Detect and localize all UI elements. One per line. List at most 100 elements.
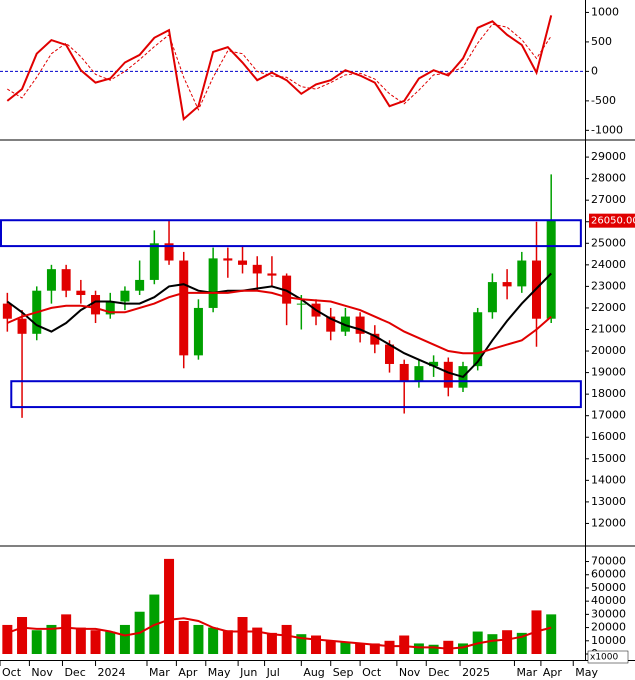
volume-bar <box>487 634 498 654</box>
candle-body <box>429 361 439 367</box>
volume-bar <box>399 635 410 654</box>
x-tick-label: Jun <box>239 666 257 679</box>
x-tick-label: 2025 <box>462 666 490 679</box>
candle-body <box>120 290 130 302</box>
last-price-label: 26050.00 <box>591 216 635 227</box>
x-tick-label: Apr <box>543 666 563 679</box>
candle-body <box>238 260 248 265</box>
price-zone <box>0 219 582 248</box>
candle-body <box>105 301 115 315</box>
x-tick-label: May <box>575 666 598 679</box>
x-tick-label: Oct <box>2 666 22 679</box>
y-tick-label: 12000 <box>591 516 626 529</box>
y-tick-label: 1000 <box>591 5 619 18</box>
volume-bar <box>296 634 307 654</box>
volume-bar <box>119 624 130 654</box>
last-price-box <box>589 213 635 228</box>
volume-bar <box>46 624 57 654</box>
price-zone <box>10 380 582 409</box>
y-tick-label: -1000 <box>591 123 623 136</box>
y-tick-label: 30000 <box>591 607 626 620</box>
x-tick-label: Mar <box>516 666 537 679</box>
y-tick-label: 20000 <box>591 621 626 634</box>
y-tick-label: 19000 <box>591 366 626 379</box>
x-tick-label: Dec <box>428 666 449 679</box>
x-tick-label: Aug <box>303 666 324 679</box>
volume-bar <box>2 624 13 654</box>
candle-body <box>208 258 218 308</box>
y-tick-label: 50000 <box>591 581 626 594</box>
y-tick-label: 60000 <box>591 568 626 581</box>
volume-bar <box>369 643 380 654</box>
y-tick-label: 25000 <box>591 236 626 249</box>
volume-bar <box>546 614 557 654</box>
x-tick-label: Nov <box>31 666 53 679</box>
y-tick-label: 28000 <box>591 172 626 185</box>
candle-body <box>546 220 556 319</box>
volume-bar <box>443 640 454 654</box>
y-tick-label: -500 <box>591 94 616 107</box>
candle-body <box>164 243 174 261</box>
candle-body <box>340 316 350 332</box>
volume-bar <box>178 620 189 654</box>
volume-bar <box>281 624 292 654</box>
candle-body <box>2 303 12 319</box>
candle-body <box>223 258 233 261</box>
y-tick-label: 13000 <box>591 495 626 508</box>
candle-body <box>252 264 262 274</box>
candle-body <box>179 260 189 356</box>
x-tick-label: Nov <box>399 666 421 679</box>
y-tick-label: 24000 <box>591 258 626 271</box>
candle-body <box>326 316 336 332</box>
x-tick-label: Apr <box>178 666 198 679</box>
series-line <box>6 15 553 122</box>
series-line <box>6 272 552 379</box>
candle-body <box>370 333 380 345</box>
candle-body <box>502 282 512 287</box>
candle-body <box>385 344 395 364</box>
unit-label-box <box>587 650 629 664</box>
y-tick-label: 0 <box>591 64 598 77</box>
y-tick-label: 10000 <box>591 634 626 647</box>
x-tick-label: Dec <box>64 666 85 679</box>
y-tick-label: 18000 <box>591 387 626 400</box>
volume-bar <box>325 640 336 654</box>
volume-bar <box>355 643 366 654</box>
volume-bar <box>90 630 101 654</box>
unit-label: x1000 <box>590 653 619 663</box>
x-tick-label: Oct <box>362 666 382 679</box>
volume-bar <box>413 643 424 654</box>
volume-bar <box>502 630 513 654</box>
volume-bar <box>384 640 395 654</box>
y-tick-label: 27000 <box>591 193 626 206</box>
y-tick-label: 21000 <box>591 322 626 335</box>
candle-body <box>517 260 527 287</box>
candle-body <box>149 243 159 280</box>
volume-bar <box>164 558 175 654</box>
volume-bar <box>340 642 351 654</box>
x-tick-label: 2024 <box>98 666 126 679</box>
volume-bar <box>193 624 204 654</box>
x-tick-label: May <box>208 666 231 679</box>
series-line <box>7 23 552 111</box>
volume-bar <box>266 632 277 654</box>
volume-bar <box>61 614 72 654</box>
candle-body <box>91 295 101 315</box>
candle-body <box>473 312 483 367</box>
y-tick-label: 40000 <box>591 594 626 607</box>
candle-body <box>267 273 277 276</box>
candle-body <box>443 361 453 388</box>
series-line <box>6 617 552 650</box>
y-tick-label: 14000 <box>591 473 626 486</box>
volume-bar <box>428 644 439 654</box>
volume-bar <box>252 627 263 654</box>
y-tick-label: 17000 <box>591 409 626 422</box>
candle-body <box>193 307 203 356</box>
y-tick-label: 22000 <box>591 301 626 314</box>
candle-body <box>355 316 365 334</box>
series-line <box>6 289 552 355</box>
candle-body <box>282 275 292 304</box>
x-tick-label: Jul <box>266 666 280 679</box>
volume-bar <box>208 627 219 654</box>
